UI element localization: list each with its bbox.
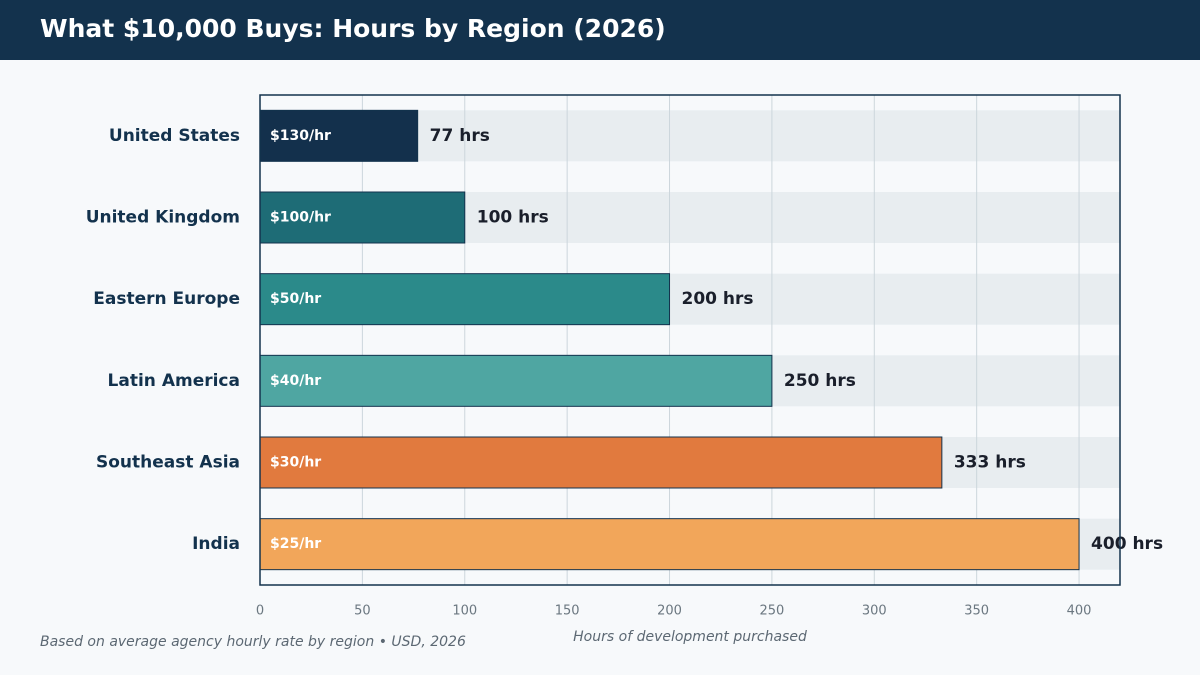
rate-label: $40/hr — [270, 373, 321, 389]
bar — [259, 191, 466, 244]
bar — [259, 436, 943, 489]
value-label: 400 hrs — [1091, 534, 1163, 554]
value-label: 100 hrs — [477, 208, 549, 228]
value-label: 333 hrs — [954, 453, 1026, 473]
x-tick-label: 200 — [657, 604, 682, 619]
page-title: What $10,000 Buys: Hours by Region (2026… — [40, 14, 666, 43]
category-label: Latin America — [108, 371, 240, 391]
x-tick-label: 250 — [759, 604, 784, 619]
x-axis-label: Hours of development purchased — [573, 629, 807, 645]
x-tick-label: 350 — [964, 604, 989, 619]
bar — [259, 273, 671, 326]
category-label: Southeast Asia — [96, 453, 240, 473]
x-tick-label: 400 — [1067, 604, 1092, 619]
rate-label: $30/hr — [270, 455, 321, 471]
rate-label: $25/hr — [270, 536, 321, 552]
value-label: 200 hrs — [682, 289, 754, 309]
value-label: 250 hrs — [784, 371, 856, 391]
x-tick-label: 100 — [452, 604, 477, 619]
category-label: United States — [109, 126, 240, 146]
x-tick-label: 50 — [354, 604, 371, 619]
rate-label: $130/hr — [270, 128, 331, 144]
category-label: India — [192, 534, 240, 554]
x-tick-label: 0 — [256, 604, 264, 619]
plot-frame — [259, 94, 1121, 586]
category-label: United Kingdom — [86, 208, 240, 228]
bar — [259, 518, 1080, 571]
rate-label: $100/hr — [270, 210, 331, 226]
header-bar: What $10,000 Buys: Hours by Region (2026… — [0, 0, 1200, 60]
rate-label: $50/hr — [270, 291, 321, 307]
category-label: Eastern Europe — [93, 289, 240, 309]
value-label: 77 hrs — [430, 126, 490, 146]
bar — [259, 354, 773, 407]
bar — [259, 109, 419, 162]
x-tick-label: 150 — [555, 604, 580, 619]
x-tick-label: 300 — [862, 604, 887, 619]
bar-chart: $130/hr 77 hrs United States $100/hr 100 hrs… — [86, 94, 1163, 645]
footnote: Based on average agency hourly rate by r… — [40, 634, 466, 650]
